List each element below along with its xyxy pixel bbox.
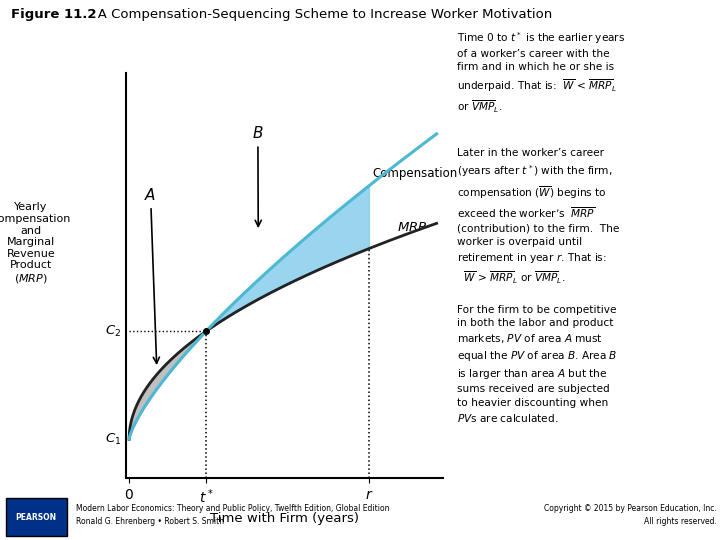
Text: Later in the worker’s career
(years after $t^*$) with the firm,
compensation ($\: Later in the worker’s career (years afte… (457, 148, 620, 286)
Text: Figure 11.2: Figure 11.2 (11, 8, 96, 21)
Text: Yearly
Compensation
and
Marginal
Revenue
Product
$(MRP)$: Yearly Compensation and Marginal Revenue… (0, 202, 71, 286)
Text: Modern Labor Economics: Theory and Public Policy, Twelfth Edition, Global Editio: Modern Labor Economics: Theory and Publi… (76, 504, 389, 526)
Text: PEARSON: PEARSON (15, 512, 57, 522)
Text: Time 0 to $t^*$ is the earlier years
of a worker’s career with the
firm and in w: Time 0 to $t^*$ is the earlier years of … (457, 30, 626, 115)
Text: A Compensation-Sequencing Scheme to Increase Worker Motivation: A Compensation-Sequencing Scheme to Incr… (85, 8, 552, 21)
Text: $C_2$: $C_2$ (105, 324, 122, 339)
X-axis label: Time with Firm (years): Time with Firm (years) (210, 512, 359, 525)
Text: Compensation: Compensation (372, 166, 457, 179)
FancyBboxPatch shape (6, 498, 67, 536)
Text: Copyright © 2015 by Pearson Education, Inc.
All rights reserved.: Copyright © 2015 by Pearson Education, I… (544, 504, 716, 526)
Text: For the firm to be competitive
in both the labor and product
markets, $PV$ of ar: For the firm to be competitive in both t… (457, 305, 618, 424)
Text: $C_1$: $C_1$ (105, 432, 122, 447)
Text: $A$: $A$ (145, 187, 159, 363)
Text: $MRP$: $MRP$ (397, 221, 427, 234)
Text: $B$: $B$ (252, 125, 264, 226)
